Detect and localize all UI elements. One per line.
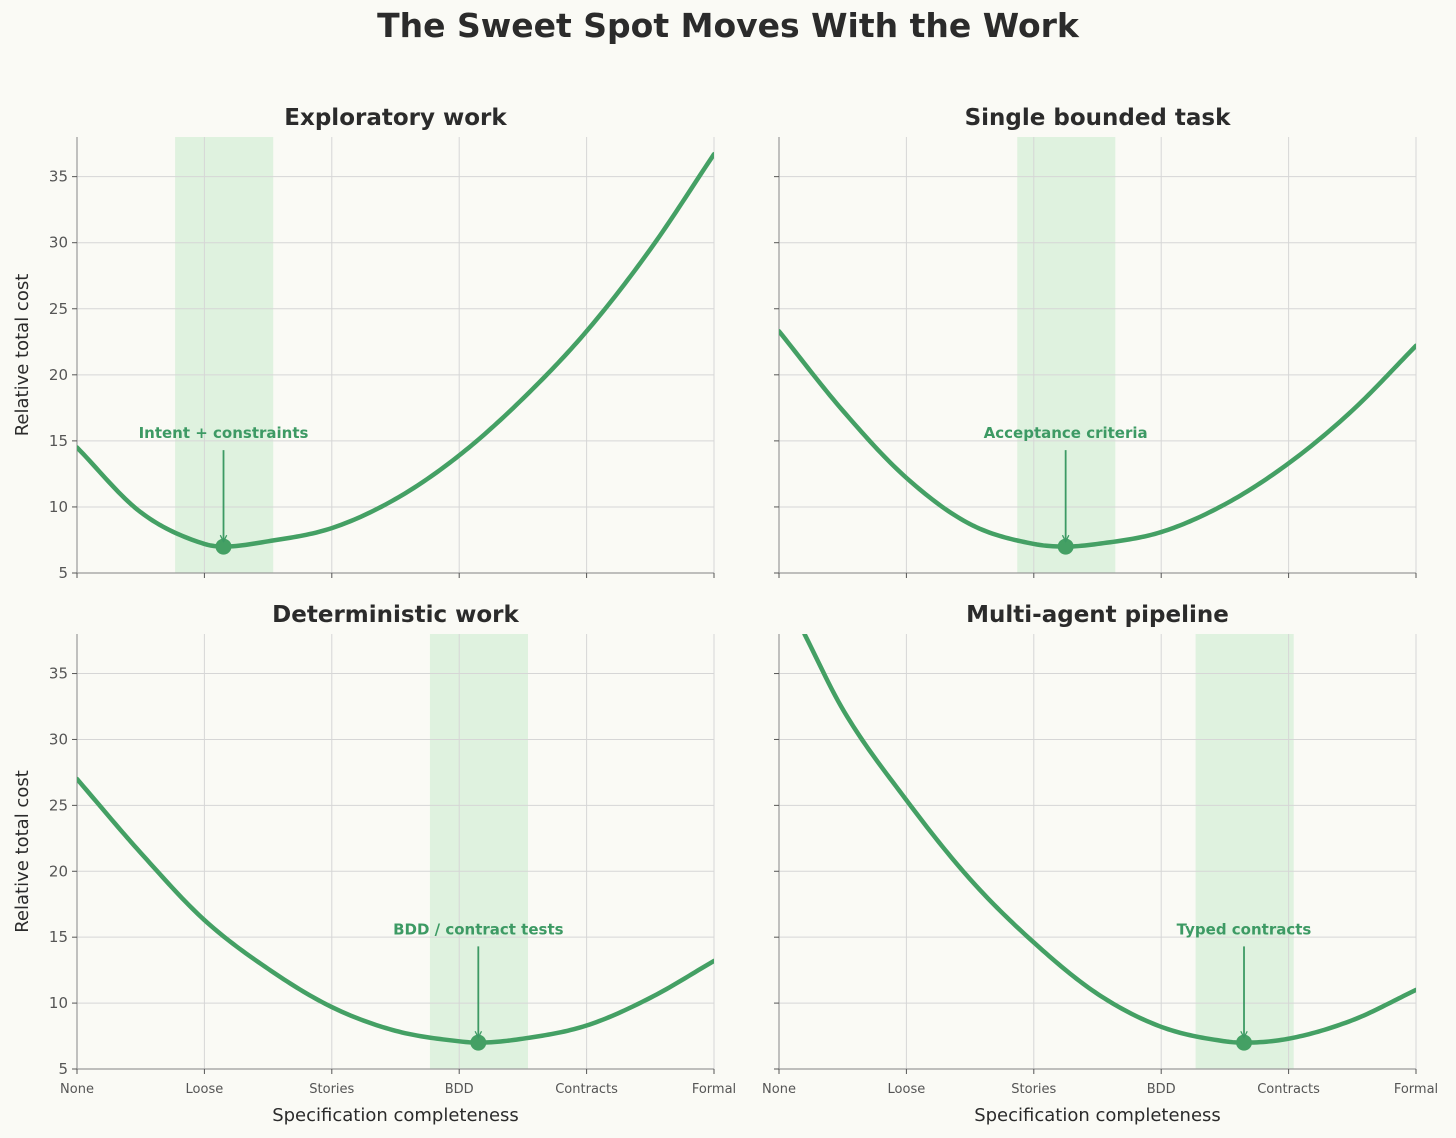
y-tick-label: 25 — [49, 796, 68, 814]
y-tick-label: 30 — [49, 730, 68, 748]
panel-title: Exploratory work — [284, 105, 507, 131]
panel-title: Deterministic work — [272, 602, 519, 628]
x-tick-label: BDD — [1147, 1082, 1176, 1097]
x-tick-label: Stories — [309, 1082, 354, 1097]
x-tick-label: Loose — [186, 1082, 224, 1097]
y-tick-label: 25 — [49, 300, 68, 318]
y-tick-label: 10 — [49, 498, 68, 516]
figure-title: The Sweet Spot Moves With the Work — [377, 6, 1079, 45]
x-tick-label: BDD — [445, 1082, 474, 1097]
y-tick-label: 5 — [58, 1060, 68, 1078]
chart-panel-3: 5 10 15 20 25 30 35 None Loose Stories BDD Contract… — [12, 602, 736, 1126]
y-tick-label: 5 — [58, 564, 68, 582]
y-axis-label: Relative total cost — [12, 274, 33, 437]
y-tick-label: 15 — [49, 432, 68, 450]
chart-panel-1: 5 10 15 20 25 30 35 Relative total cost Explorat… — [12, 105, 715, 582]
annotation-label: Intent + constraints — [139, 424, 309, 442]
panel-title: Multi-agent pipeline — [966, 602, 1229, 628]
x-tick-label: Formal — [692, 1082, 736, 1097]
x-tick-label: Formal — [1394, 1082, 1438, 1097]
optimum-point — [215, 538, 232, 555]
optimum-point — [1057, 538, 1074, 555]
y-tick-label: 35 — [49, 665, 68, 683]
chart-panel-4: None Loose Stories BDD Contracts Formal Specif… — [762, 602, 1438, 1126]
x-tick-label: Contracts — [555, 1082, 618, 1097]
x-tick-label: None — [762, 1082, 796, 1097]
cost-curve-series-1 — [77, 776, 714, 1045]
optimum-point — [470, 1034, 487, 1051]
cost-curve-series-1 — [779, 328, 1416, 549]
x-tick-label: Loose — [888, 1082, 926, 1097]
annotation-label: Typed contracts — [1177, 921, 1312, 939]
x-tick-label: Stories — [1011, 1082, 1056, 1097]
y-tick-label: 30 — [49, 234, 68, 252]
x-axis-label: Specification completeness — [272, 1105, 519, 1126]
x-axis-label: Specification completeness — [974, 1105, 1221, 1126]
y-tick-label: 20 — [49, 862, 68, 880]
y-tick-label: 15 — [49, 928, 68, 946]
x-tick-label: None — [60, 1082, 94, 1097]
cost-curve-series-1 — [77, 151, 714, 549]
optimum-point — [1236, 1034, 1253, 1051]
y-tick-label: 35 — [49, 168, 68, 186]
y-axis-label: Relative total cost — [12, 770, 33, 933]
y-tick-label: 10 — [49, 994, 68, 1012]
panel-title: Single bounded task — [965, 105, 1232, 131]
annotation-label: BDD / contract tests — [393, 921, 564, 939]
annotation-label: Acceptance criteria — [984, 424, 1148, 442]
cost-curve-series-1 — [802, 634, 1416, 1045]
x-tick-label: Contracts — [1257, 1082, 1320, 1097]
chart-panel-2: Single bounded task Acceptance criteria — [774, 105, 1417, 578]
y-tick-label: 20 — [49, 366, 68, 384]
